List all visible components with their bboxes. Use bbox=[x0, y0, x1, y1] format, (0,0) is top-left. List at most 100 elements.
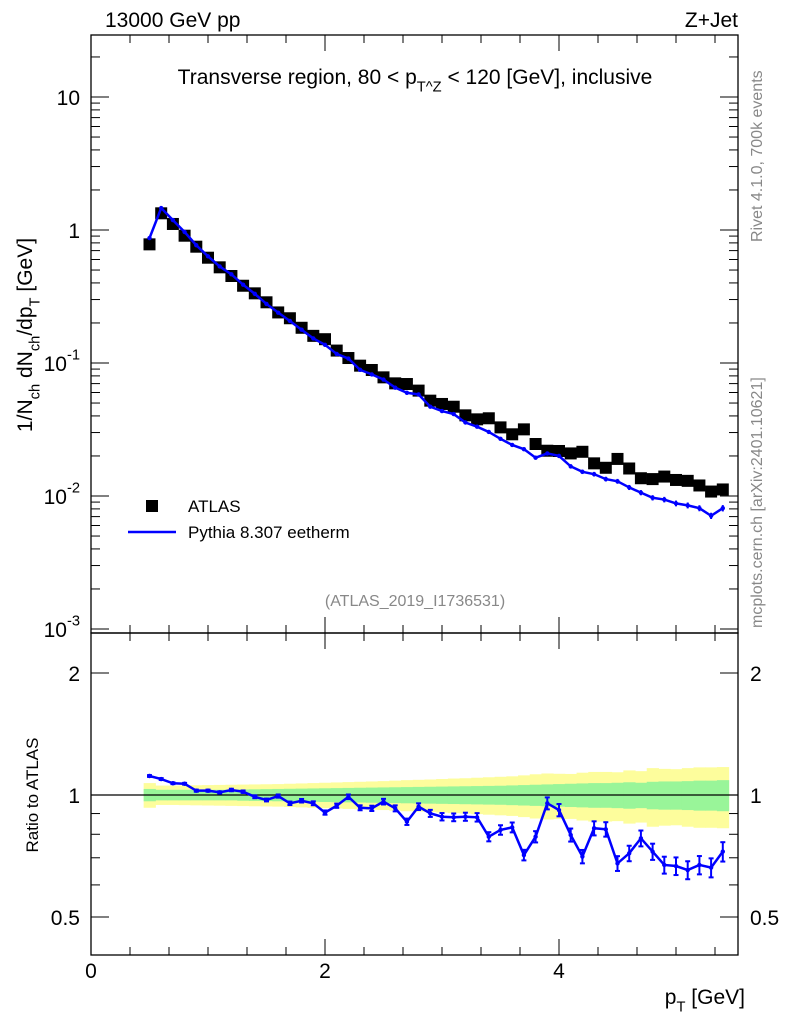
ratio-point bbox=[603, 827, 608, 832]
pythia-point bbox=[428, 404, 433, 409]
atlas-data-point bbox=[716, 483, 729, 496]
ratio-point bbox=[159, 776, 164, 782]
atlas-data-point bbox=[576, 445, 589, 458]
pythia-point bbox=[662, 497, 667, 502]
pythia-point bbox=[568, 464, 573, 469]
ratio-y-axis-label: Ratio to ATLAS bbox=[23, 738, 42, 853]
ratio-point bbox=[276, 793, 281, 799]
legend-atlas-label: ATLAS bbox=[188, 497, 241, 516]
mcplots-info: mcplots.cern.ch [arXiv:2401.10621] bbox=[749, 377, 766, 628]
pythia-point bbox=[556, 453, 562, 459]
analysis-id-annotation: (ATLAS_2019_I1736531) bbox=[325, 593, 505, 610]
ratio-point bbox=[416, 804, 421, 809]
atlas-data-point bbox=[436, 397, 448, 410]
atlas-data-point bbox=[330, 344, 343, 357]
atlas-data-point bbox=[623, 462, 636, 475]
pythia-point bbox=[521, 446, 527, 452]
pythia-point bbox=[369, 372, 374, 377]
pythia-point bbox=[205, 254, 211, 259]
ratio-point bbox=[662, 862, 667, 868]
ratio-point bbox=[217, 790, 222, 795]
ratio-y-tick-label: 1 bbox=[68, 785, 80, 808]
pythia-point bbox=[276, 310, 281, 315]
pythia-point bbox=[627, 485, 632, 490]
ratio-point bbox=[463, 814, 468, 819]
ratio-point bbox=[451, 815, 456, 820]
ratio-y-tick-label-right: 2 bbox=[750, 663, 762, 686]
pythia-point bbox=[334, 351, 339, 357]
atlas-data-point bbox=[693, 479, 706, 492]
pythia-point bbox=[638, 490, 644, 495]
pythia-point bbox=[510, 442, 515, 448]
rivet-info: Rivet 4.1.0, 700k events bbox=[749, 70, 766, 242]
stat-uncertainty-band bbox=[716, 780, 730, 812]
x-tick-label: 2 bbox=[319, 960, 331, 983]
ratio-point bbox=[708, 865, 714, 870]
atlas-data-point bbox=[553, 444, 565, 457]
pythia-point bbox=[603, 476, 608, 482]
pythia-point bbox=[474, 424, 480, 429]
pythia-point bbox=[229, 272, 234, 277]
x-tick-label: 0 bbox=[85, 960, 97, 983]
pythia-point bbox=[708, 513, 714, 518]
ratio-point bbox=[357, 805, 363, 810]
ratio-uncertainty-bands bbox=[91, 767, 738, 829]
pythia-point bbox=[498, 436, 503, 442]
y-tick-label: 10 bbox=[57, 87, 80, 110]
pythia-point bbox=[404, 390, 410, 395]
ratio-point bbox=[264, 797, 269, 803]
atlas-data-point bbox=[482, 412, 495, 425]
ratio-point bbox=[545, 801, 550, 806]
ratio-point bbox=[638, 836, 644, 841]
ratio-point bbox=[697, 862, 702, 868]
x-axis-label: p_T [GeV] bbox=[665, 986, 745, 1015]
atlas-data-point bbox=[646, 473, 659, 486]
atlas-data-point bbox=[143, 238, 156, 251]
ratio-point bbox=[404, 819, 410, 824]
ratio-point bbox=[334, 803, 339, 808]
atlas-data-point bbox=[283, 312, 296, 325]
atlas-data-point bbox=[506, 428, 519, 441]
pythia-point bbox=[393, 385, 398, 390]
pythia-point bbox=[252, 291, 257, 297]
pythia-point bbox=[591, 471, 597, 477]
atlas-data-point bbox=[705, 485, 718, 498]
ratio-point bbox=[627, 851, 632, 856]
x-tick-label: 4 bbox=[553, 960, 565, 983]
atlas-data-point bbox=[178, 229, 191, 242]
pythia-point bbox=[147, 235, 152, 241]
atlas-data-point bbox=[400, 378, 413, 391]
atlas-data-point bbox=[611, 452, 624, 465]
y-tick-label: 10^-3 bbox=[44, 613, 80, 642]
pythia-point bbox=[439, 408, 445, 414]
ratio-point bbox=[615, 861, 620, 866]
ratio-point bbox=[673, 863, 679, 869]
ratio-point bbox=[322, 810, 328, 815]
ratio-point bbox=[591, 826, 597, 831]
pythia-point bbox=[650, 495, 655, 500]
header-energy: 13000 GeV pp bbox=[105, 9, 240, 32]
ratio-point bbox=[170, 781, 176, 786]
ratio-point bbox=[650, 849, 655, 854]
ratio-y-tick-label-right: 1 bbox=[750, 785, 762, 808]
ratio-point bbox=[287, 801, 293, 806]
pythia-point bbox=[159, 205, 164, 211]
atlas-data-point bbox=[459, 409, 472, 422]
pythia-point bbox=[264, 301, 269, 307]
atlas-data-point bbox=[681, 474, 694, 487]
ratio-point bbox=[311, 801, 316, 806]
legend-atlas-marker bbox=[146, 500, 158, 512]
y-tick-label: 1 bbox=[68, 220, 80, 243]
ratio-point bbox=[229, 787, 234, 793]
pythia-point bbox=[217, 264, 222, 269]
atlas-data-point bbox=[564, 447, 577, 460]
ratio-point bbox=[685, 867, 690, 873]
ratio-point bbox=[182, 781, 187, 786]
pythia-point bbox=[416, 392, 421, 397]
ratio-point bbox=[580, 854, 585, 859]
ratio-point bbox=[498, 827, 503, 833]
pythia-point bbox=[615, 479, 620, 484]
ratio-point bbox=[720, 849, 725, 854]
ratio-point bbox=[393, 806, 398, 811]
